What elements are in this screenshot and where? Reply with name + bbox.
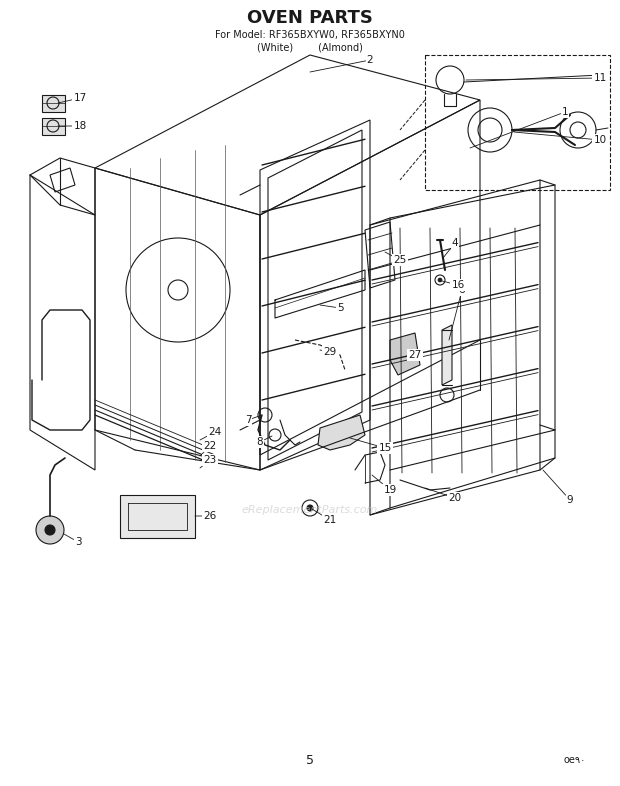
Text: 22: 22 bbox=[200, 441, 216, 456]
Text: 3: 3 bbox=[64, 534, 81, 547]
Text: OVEN PARTS: OVEN PARTS bbox=[247, 9, 373, 27]
Text: 27: 27 bbox=[408, 350, 422, 360]
Text: 2: 2 bbox=[310, 55, 373, 72]
Text: 6: 6 bbox=[449, 285, 466, 340]
Text: 9: 9 bbox=[543, 470, 574, 505]
Circle shape bbox=[36, 516, 64, 544]
Text: 15: 15 bbox=[350, 438, 392, 453]
Text: 17: 17 bbox=[58, 93, 87, 103]
Text: (White)        (Almond): (White) (Almond) bbox=[257, 42, 363, 52]
Text: 11: 11 bbox=[466, 73, 606, 83]
Circle shape bbox=[438, 278, 442, 282]
Text: 29: 29 bbox=[320, 347, 337, 357]
Text: 20: 20 bbox=[425, 488, 461, 503]
Text: 10: 10 bbox=[514, 132, 606, 145]
Text: For Model: RF365BXYW0, RF365BXYN0: For Model: RF365BXYW0, RF365BXYN0 bbox=[215, 30, 405, 40]
Text: 5: 5 bbox=[320, 303, 343, 313]
Circle shape bbox=[307, 505, 313, 511]
Polygon shape bbox=[390, 333, 420, 375]
Text: 24: 24 bbox=[200, 427, 221, 440]
Polygon shape bbox=[120, 495, 195, 538]
Text: 26: 26 bbox=[195, 511, 216, 521]
Text: 16: 16 bbox=[442, 280, 464, 290]
Text: 4: 4 bbox=[443, 238, 458, 258]
Text: oe٩۰: oe٩۰ bbox=[564, 755, 586, 765]
Text: 18: 18 bbox=[58, 121, 87, 131]
Polygon shape bbox=[42, 118, 65, 135]
Text: 19: 19 bbox=[372, 475, 397, 495]
Polygon shape bbox=[442, 325, 452, 385]
Text: 23: 23 bbox=[200, 455, 216, 468]
Text: 1: 1 bbox=[470, 107, 569, 148]
Text: 8: 8 bbox=[257, 436, 272, 447]
Text: 21: 21 bbox=[312, 509, 337, 525]
Text: eReplacementParts.com: eReplacementParts.com bbox=[242, 505, 378, 515]
Text: 5: 5 bbox=[306, 754, 314, 766]
Polygon shape bbox=[318, 415, 365, 450]
Polygon shape bbox=[42, 95, 65, 112]
Text: 25: 25 bbox=[385, 252, 407, 265]
Text: 7: 7 bbox=[245, 415, 262, 425]
Circle shape bbox=[45, 525, 55, 535]
